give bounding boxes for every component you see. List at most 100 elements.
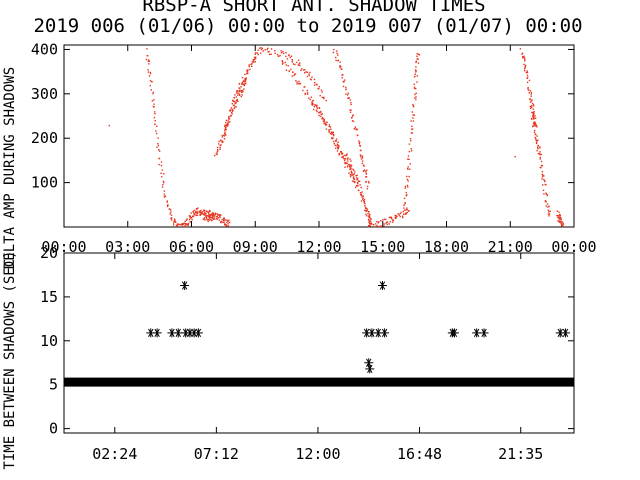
top-data-point [558, 216, 560, 218]
top-data-point [291, 75, 293, 77]
top-data-point [351, 172, 353, 174]
top-data-point [342, 74, 344, 76]
top-data-point [353, 178, 355, 180]
top-data-point [350, 168, 352, 170]
top-data-point [219, 146, 221, 149]
top-data-point [145, 58, 148, 61]
top-data-point [412, 120, 415, 122]
top-data-point [546, 193, 548, 196]
bottom-data-point [449, 328, 459, 338]
top-data-point [526, 71, 529, 74]
top-data-point [321, 91, 323, 93]
top-data-point [268, 50, 270, 53]
top-data-point [237, 92, 239, 94]
top-data-point [248, 64, 250, 66]
top-data-point [193, 209, 196, 212]
top-data-point [370, 218, 372, 221]
top-data-point [192, 210, 194, 212]
top-data-point [533, 121, 535, 123]
bottom-data-points [64, 280, 574, 387]
top-data-point [394, 217, 397, 220]
chart-title: RBSP-A SHORT ANT. SHADOW TIMES [142, 0, 485, 16]
top-data-point [349, 168, 351, 170]
top-data-point [416, 53, 418, 55]
top-data-point [244, 73, 246, 76]
top-data-point [204, 219, 206, 221]
top-data-point [402, 210, 404, 213]
top-data-point [337, 147, 340, 149]
top-data-point [154, 113, 156, 115]
top-data-point [254, 56, 257, 59]
top-data-point [561, 224, 563, 227]
top-data-point [176, 225, 179, 227]
top-data-point [158, 149, 160, 151]
top-data-point [542, 174, 544, 176]
top-data-point [220, 221, 222, 223]
top-x-tick-label: 18:00 [424, 238, 469, 256]
top-data-point [228, 219, 230, 221]
top-data-point [314, 104, 316, 106]
top-data-point [183, 222, 185, 225]
top-data-point [351, 117, 353, 119]
top-data-point [232, 104, 235, 107]
top-data-point [336, 145, 338, 147]
top-data-point [192, 211, 194, 213]
top-x-tick-label: 00:00 [551, 238, 596, 256]
top-data-point [227, 225, 230, 227]
top-data-point [260, 52, 262, 54]
top-x-tick-label: 00:00 [41, 238, 86, 256]
top-data-point [320, 113, 322, 115]
top-data-point [185, 223, 188, 226]
top-data-point [282, 51, 284, 53]
top-data-point [306, 71, 309, 73]
top-data-point [207, 220, 209, 223]
top-data-point [533, 124, 535, 126]
top-data-point [223, 219, 225, 221]
top-data-point [228, 115, 230, 118]
top-data-point [341, 74, 343, 76]
top-data-point [353, 173, 356, 175]
top-data-point [361, 155, 364, 157]
top-data-point [216, 216, 218, 218]
top-data-point [316, 105, 318, 108]
top-data-point [408, 175, 410, 178]
top-data-point [368, 215, 371, 217]
top-data-point [403, 204, 405, 206]
top-data-point [415, 70, 417, 72]
top-data-point [414, 69, 417, 71]
top-data-point [246, 70, 249, 72]
top-data-point [227, 122, 230, 124]
top-data-point [524, 65, 527, 67]
top-data-point [310, 79, 312, 81]
top-data-point [162, 184, 164, 186]
top-data-point [252, 61, 255, 63]
top-data-point [237, 100, 239, 103]
top-data-point [372, 224, 375, 226]
top-data-point [530, 107, 532, 110]
top-data-point [172, 224, 175, 226]
top-data-point [548, 211, 550, 213]
top-data-point [288, 54, 290, 57]
top-data-point [368, 211, 370, 213]
top-data-point [203, 213, 205, 215]
top-data-point [559, 214, 562, 217]
top-data-point [216, 146, 219, 149]
top-data-point [193, 214, 195, 216]
top-data-point [211, 212, 213, 215]
top-data-point [201, 211, 204, 213]
top-data-point [361, 160, 364, 162]
top-data-point [328, 131, 330, 133]
top-data-point [296, 83, 298, 85]
top-data-point [365, 213, 367, 215]
top-data-point [335, 56, 337, 59]
top-data-point [157, 142, 159, 145]
top-data-point [527, 89, 530, 91]
top-data-point [315, 109, 318, 111]
top-data-point [412, 117, 414, 119]
top-data-point [294, 73, 296, 75]
top-data-point [524, 64, 527, 67]
top-data-point [304, 93, 306, 95]
top-data-point [195, 211, 197, 213]
top-data-point [350, 165, 353, 167]
top-data-point [402, 215, 404, 217]
